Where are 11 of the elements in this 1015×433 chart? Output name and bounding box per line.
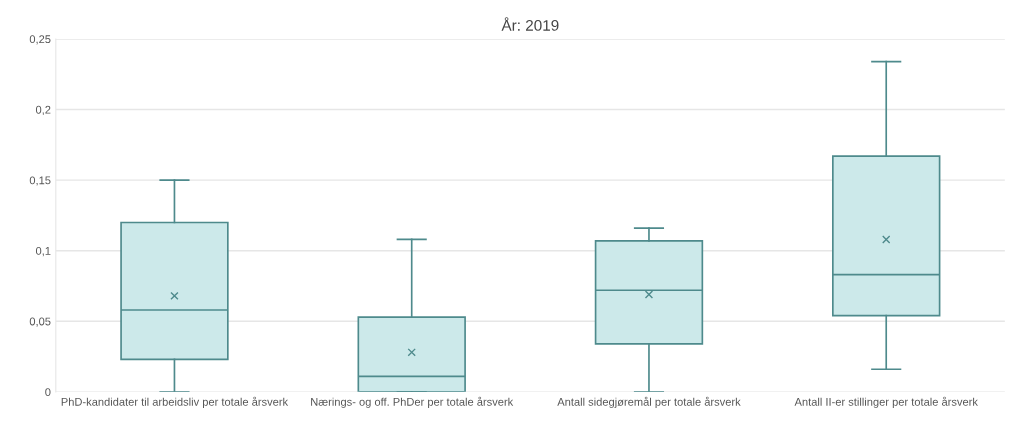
x-tick-label: Antall II-er stillinger per totale årsverk (794, 396, 978, 408)
y-tick-label: 0,15 (29, 176, 51, 186)
y-tick-label: 0,05 (29, 317, 51, 327)
y-tick-label: 0,2 (35, 105, 51, 115)
x-tick-label: Antall sidegjøremål per totale årsverk (557, 396, 741, 408)
x-tick-label: PhD-kandidater til arbeidsliv per totale årsverk (61, 396, 289, 408)
x-tick-label: Nærings- og off. PhDer per totale årsverk (311, 396, 514, 408)
y-tick-label: 0 (45, 388, 51, 396)
y-tick-label: 0,25 (29, 35, 51, 45)
chart-title: År: 2019 (501, 17, 559, 31)
y-tick-label: 0,1 (35, 246, 51, 257)
